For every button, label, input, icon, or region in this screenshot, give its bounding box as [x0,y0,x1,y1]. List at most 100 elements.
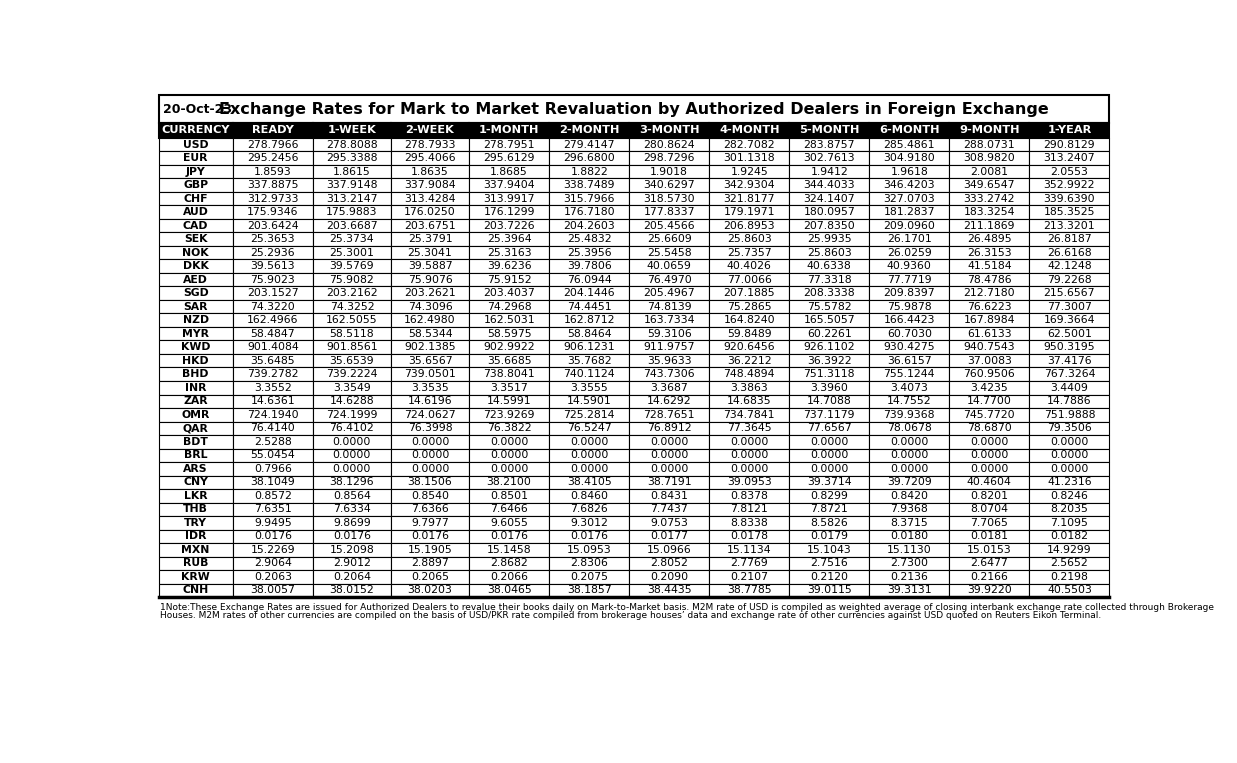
Text: 38.7191: 38.7191 [647,478,691,488]
Text: 75.9023: 75.9023 [250,275,296,285]
Bar [630,394,709,408]
Text: 3.3555: 3.3555 [570,383,609,393]
Bar [870,462,949,475]
Text: 55.0454: 55.0454 [250,450,296,460]
Text: 333.2742: 333.2742 [964,194,1016,204]
Bar [549,246,630,259]
Text: 9.9495: 9.9495 [254,518,292,528]
Bar [469,219,549,233]
Bar [789,233,870,246]
Bar [313,516,391,530]
Text: 2.9064: 2.9064 [254,559,292,568]
Text: 0.2075: 0.2075 [570,572,609,582]
Bar [233,462,313,475]
Bar [789,449,870,462]
Text: 7.6826: 7.6826 [570,504,609,514]
Text: 9.8699: 9.8699 [333,518,371,528]
Bar [391,286,469,300]
Bar [549,205,630,219]
Bar [1029,273,1110,286]
Bar [630,300,709,314]
Bar [158,557,233,570]
Bar [469,151,549,165]
Bar [158,340,233,354]
Text: 321.8177: 321.8177 [724,194,776,204]
Text: DKK: DKK [183,261,209,271]
Bar [870,530,949,543]
Bar [158,314,233,327]
Text: 342.9304: 342.9304 [724,180,776,190]
Bar [469,286,549,300]
Text: 183.3254: 183.3254 [964,207,1016,217]
Bar [549,489,630,503]
Bar [391,421,469,435]
Bar [549,381,630,394]
Bar [313,394,391,408]
Text: 74.8139: 74.8139 [647,301,691,311]
Text: 76.3998: 76.3998 [408,423,453,433]
Bar [789,246,870,259]
Text: 0.0000: 0.0000 [490,464,528,474]
Bar [1029,179,1110,192]
Bar [1029,381,1110,394]
Bar [549,584,630,597]
Bar [233,205,313,219]
Bar [709,286,789,300]
Bar [870,449,949,462]
Bar [630,192,709,205]
Text: 0.0000: 0.0000 [570,450,609,460]
Text: 35.6485: 35.6485 [251,356,296,365]
Text: 2.7516: 2.7516 [810,559,849,568]
Bar [158,530,233,543]
Text: BDT: BDT [183,436,208,447]
Text: 2.5288: 2.5288 [254,436,292,447]
Bar [1029,503,1110,516]
Bar [789,503,870,516]
Text: 14.7700: 14.7700 [967,396,1012,406]
Bar [630,530,709,543]
Bar [469,381,549,394]
Text: 0.0000: 0.0000 [333,436,371,447]
Text: 76.0944: 76.0944 [567,275,611,285]
Bar [391,340,469,354]
Text: 1.9018: 1.9018 [651,166,688,176]
Bar [549,138,630,151]
Bar [391,138,469,151]
Text: 0.8299: 0.8299 [810,491,849,501]
Text: 39.0953: 39.0953 [727,478,772,488]
Text: 0.0000: 0.0000 [891,464,929,474]
Text: 205.4967: 205.4967 [643,288,695,298]
Bar [1029,340,1110,354]
Bar [949,394,1029,408]
Text: 0.8540: 0.8540 [411,491,449,501]
Text: 162.5031: 162.5031 [484,315,534,325]
Bar [391,530,469,543]
Bar [391,408,469,421]
Bar [391,314,469,327]
Text: 313.2407: 313.2407 [1044,153,1095,163]
Text: QAR: QAR [183,423,209,433]
Text: 318.5730: 318.5730 [643,194,695,204]
Text: 278.7966: 278.7966 [247,140,298,150]
Text: 2.9012: 2.9012 [333,559,371,568]
Bar [549,327,630,340]
Text: 38.1296: 38.1296 [329,478,375,488]
Bar [158,165,233,179]
Text: 76.8912: 76.8912 [647,423,691,433]
Bar [789,475,870,489]
Text: 296.6800: 296.6800 [563,153,615,163]
Text: 177.8337: 177.8337 [643,207,695,217]
Bar [949,205,1029,219]
Bar [469,435,549,449]
Text: 2.0553: 2.0553 [1050,166,1089,176]
Bar [949,543,1029,557]
Bar [789,314,870,327]
Text: 26.3153: 26.3153 [967,248,1012,258]
Text: 8.2035: 8.2035 [1050,504,1089,514]
Text: 78.0678: 78.0678 [887,423,931,433]
Text: 324.1407: 324.1407 [804,194,855,204]
Text: 25.8603: 25.8603 [727,234,772,244]
Text: 737.1179: 737.1179 [804,410,855,420]
Text: 0.0000: 0.0000 [970,464,1008,474]
Text: 203.6424: 203.6424 [247,221,298,230]
